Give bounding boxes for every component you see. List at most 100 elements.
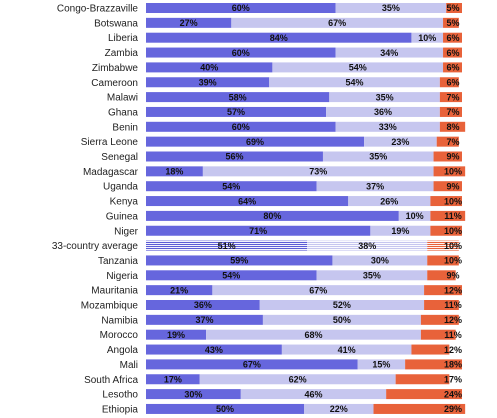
category-label: South Africa [84, 375, 138, 386]
value-label-segment-1: 60% [232, 3, 250, 13]
bar-segment-3 [433, 181, 462, 192]
value-label-segment-1: 60% [232, 122, 250, 132]
category-label: Benin [112, 122, 138, 133]
value-label-segment-2: 19% [391, 226, 409, 236]
value-label-segment-3: 10% [444, 167, 462, 177]
bar-segment-3 [436, 136, 459, 147]
bar-segment-1 [146, 240, 308, 251]
value-label-segment-2: 67% [309, 285, 327, 295]
value-label-segment-2: 10% [418, 33, 436, 43]
bar-segment-3 [443, 17, 459, 28]
bars-layer [146, 3, 466, 414]
category-label: Zambia [105, 48, 139, 59]
value-label-segment-2: 68% [304, 330, 322, 340]
category-label: Angola [107, 345, 139, 356]
value-label-segment-2: 15% [372, 360, 390, 370]
bar-segment-3 [430, 225, 462, 236]
bar-segment-2 [370, 225, 431, 236]
bar-segment-2 [262, 314, 421, 325]
category-label: Senegal [101, 152, 138, 163]
bar-segment-1 [146, 151, 323, 162]
value-label-segment-1: 64% [238, 196, 256, 206]
value-label-segment-3: 10% [444, 241, 462, 251]
value-label-segment-3: 7% [446, 92, 459, 102]
bar-segment-3 [439, 77, 459, 88]
value-label-segment-1: 54% [222, 181, 240, 191]
value-label-segment-3: 12% [444, 315, 462, 325]
bar-segment-3 [443, 32, 462, 43]
value-label-segment-3: 6% [446, 77, 459, 87]
value-label-segment-3: 7% [446, 137, 459, 147]
bar-segment-2 [326, 106, 440, 117]
bar-segment-1 [146, 47, 336, 58]
bar-segment-2 [304, 403, 374, 414]
value-label-segment-2: 34% [380, 48, 398, 58]
value-label-segment-3: 9% [446, 152, 459, 162]
value-label-segment-2: 36% [374, 107, 392, 117]
bar-segment-2 [199, 374, 396, 385]
value-label-segment-3: 10% [444, 226, 462, 236]
bar-segment-1 [146, 225, 371, 236]
bar-segment-2 [231, 17, 444, 28]
bar-segment-2 [398, 210, 431, 221]
value-label-segment-2: 33% [379, 122, 397, 132]
value-label-segment-2: 62% [289, 374, 307, 384]
category-label: Congo-Brazzaville [57, 4, 139, 15]
value-label-segment-3: 9% [446, 181, 459, 191]
value-label-segment-3: 6% [446, 63, 459, 73]
value-label-segment-2: 38% [358, 241, 376, 251]
value-label-segment-2: 37% [366, 181, 384, 191]
bar-segment-1 [146, 285, 213, 296]
value-label-segment-2: 54% [349, 63, 367, 73]
value-label-segment-1: 37% [195, 315, 213, 325]
value-label-segment-3: 11% [444, 330, 462, 340]
bar-segment-1 [146, 329, 207, 340]
bar-segment-2 [335, 121, 440, 132]
value-label-segment-3: 8% [446, 122, 459, 132]
value-label-segment-3: 6% [446, 33, 459, 43]
bar-segment-3 [427, 240, 459, 251]
bar-segment-1 [146, 374, 200, 385]
value-label-segment-1: 27% [180, 18, 198, 28]
bar-segment-3 [395, 374, 450, 385]
category-label: Nigeria [106, 271, 138, 282]
bar-segment-2 [307, 240, 428, 251]
value-label-segment-2: 54% [346, 77, 364, 87]
bar-segment-2 [335, 47, 444, 58]
value-label-segment-1: 19% [167, 330, 185, 340]
value-label-segment-2: 35% [376, 92, 394, 102]
bar-segment-3 [424, 285, 462, 296]
bar-segment-1 [146, 196, 349, 207]
bar-segment-3 [439, 106, 462, 117]
value-label-segment-1: 54% [222, 271, 240, 281]
bar-segment-2 [348, 196, 431, 207]
value-label-segment-1: 57% [227, 107, 245, 117]
bar-segment-2 [316, 181, 434, 192]
bar-segment-3 [411, 344, 450, 355]
value-label-segment-1: 21% [170, 285, 188, 295]
bar-segment-2 [316, 270, 428, 281]
category-label: Kenya [110, 197, 139, 208]
category-label: Namibia [101, 315, 138, 326]
bar-segment-1 [146, 255, 333, 266]
category-label: Guinea [106, 211, 139, 222]
bar-segment-1 [146, 300, 260, 310]
value-label-segment-3: 11% [444, 211, 462, 221]
bar-segment-3 [430, 210, 466, 221]
value-label-segment-3: 10% [444, 196, 462, 206]
value-label-segment-2: 10% [406, 211, 424, 221]
bar-segment-3 [439, 92, 462, 103]
category-label: Cameroon [91, 78, 138, 89]
bar-segment-1 [146, 181, 317, 192]
bar-segment-2 [322, 151, 434, 162]
category-label: Malawi [107, 93, 138, 104]
value-label-segment-2: 35% [382, 3, 400, 13]
value-label-segment-1: 71% [249, 226, 267, 236]
bar-segment-1 [146, 121, 336, 132]
value-label-segment-1: 50% [216, 404, 234, 414]
bar-segment-1 [146, 403, 304, 414]
bar-segment-2 [332, 255, 428, 266]
value-label-segment-3: 24% [444, 389, 462, 399]
value-label-segment-3: 5% [446, 18, 459, 28]
